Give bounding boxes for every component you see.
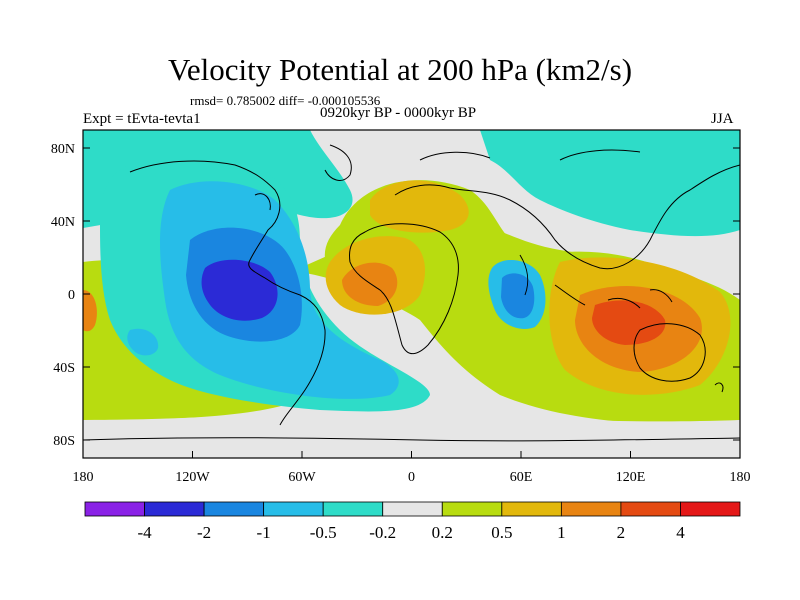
- lat-label-0: 0: [68, 288, 75, 303]
- colorbar-label: 1: [557, 523, 566, 542]
- experiment-label: Expt = tEvta-tevta1: [83, 111, 201, 127]
- colorbar-swatch: [144, 501, 205, 517]
- lon-label-180w: 180: [73, 470, 94, 485]
- colorbar-swatch: [441, 501, 503, 517]
- lat-label-40n: 40N: [51, 215, 75, 230]
- coastlines: [83, 144, 740, 442]
- lon-label-120e: 120E: [616, 470, 646, 485]
- lat-label-80n: 80N: [51, 142, 75, 157]
- lon-label-0: 0: [408, 470, 415, 485]
- colorbar-swatch: [501, 501, 562, 517]
- lon-label-60w: 60W: [288, 470, 316, 485]
- colorbar-swatch: [84, 501, 145, 517]
- lon-label-120w: 120W: [175, 470, 210, 485]
- stats-label: rmsd= 0.785002 diff= -0.000105536: [190, 93, 381, 108]
- colorbar-label: 2: [617, 523, 626, 542]
- period-label: 0920kyr BP - 0000kyr BP: [320, 105, 477, 121]
- season-label: JJA: [711, 111, 734, 127]
- colorbar-label: -2: [197, 523, 211, 542]
- lat-label-80s: 80S: [53, 434, 75, 449]
- colorbar-swatch: [560, 501, 622, 517]
- contour-field: [83, 130, 740, 458]
- colorbar-swatch: [263, 501, 324, 517]
- colorbar-label: 0.5: [491, 523, 512, 542]
- colorbar-label: -0.2: [369, 523, 396, 542]
- colorbar-label: -0.5: [310, 523, 337, 542]
- colorbar-label: -4: [137, 523, 152, 542]
- colorbar-label: 4: [676, 523, 685, 542]
- lat-label-40s: 40S: [53, 361, 75, 376]
- colorbar-swatch: [203, 501, 265, 517]
- colorbar: -4 -2 -1 -0.5 -0.2 0.2 0.5 1 2 4: [84, 501, 741, 542]
- colorbar-swatch: [620, 501, 681, 517]
- colorbar-label: -1: [257, 523, 271, 542]
- colorbar-swatch: [680, 501, 741, 517]
- map-title: Velocity Potential at 200 hPa (km2/s): [167, 52, 633, 87]
- colorbar-label: 0.2: [432, 523, 453, 542]
- colorbar-swatch: [382, 501, 443, 517]
- colorbar-swatch: [322, 501, 384, 517]
- lon-label-180e: 180: [730, 470, 751, 485]
- lon-label-60e: 60E: [510, 470, 533, 485]
